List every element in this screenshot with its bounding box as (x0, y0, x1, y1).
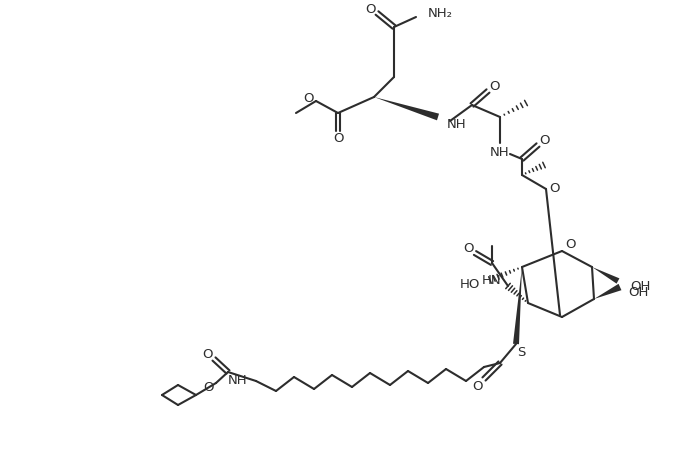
Text: OH: OH (628, 285, 649, 298)
Text: O: O (333, 132, 343, 145)
Text: O: O (202, 348, 212, 361)
Text: NH: NH (227, 374, 247, 386)
Text: O: O (203, 381, 213, 394)
Text: HN: HN (481, 274, 501, 287)
Text: O: O (549, 182, 559, 195)
Text: O: O (539, 134, 549, 147)
Text: NH: NH (490, 145, 510, 158)
Polygon shape (592, 268, 619, 284)
Text: S: S (517, 345, 525, 358)
Text: O: O (489, 80, 499, 93)
Text: NH: NH (447, 118, 466, 131)
Text: OH: OH (630, 279, 651, 292)
Text: HO: HO (460, 277, 480, 290)
Text: NH₂: NH₂ (428, 6, 453, 19)
Text: O: O (463, 242, 473, 255)
Text: O: O (303, 91, 313, 104)
Polygon shape (594, 284, 621, 299)
Text: O: O (472, 380, 482, 392)
Polygon shape (374, 98, 439, 121)
Text: O: O (365, 2, 375, 16)
Text: O: O (565, 237, 575, 250)
Polygon shape (513, 268, 522, 345)
